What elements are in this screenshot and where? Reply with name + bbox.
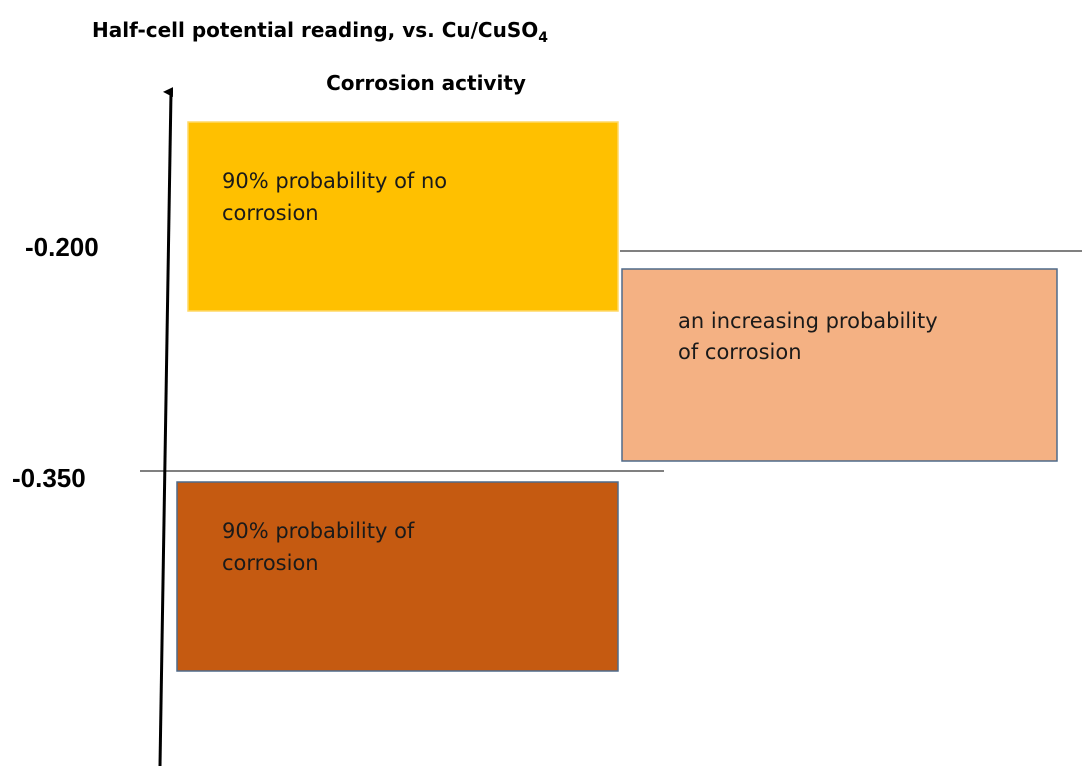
box-text: 90% probability of no xyxy=(222,169,447,193)
axis-arrow xyxy=(158,87,174,767)
box-text: of corrosion xyxy=(678,340,802,364)
title: Half-cell potential reading, vs. Cu/CuSO… xyxy=(92,18,548,46)
box-text: corrosion xyxy=(222,551,319,575)
box-corrosion xyxy=(176,481,619,672)
subtitle: Corrosion activity xyxy=(326,71,526,95)
level-label: -0.200 xyxy=(25,232,99,262)
box-text: corrosion xyxy=(222,201,319,225)
level-label: -0.350 xyxy=(12,463,86,493)
box-text: an increasing probability xyxy=(678,309,938,333)
box-text: 90% probability of xyxy=(222,519,415,543)
box-no-corrosion xyxy=(187,121,619,312)
box-increasing xyxy=(621,268,1058,462)
